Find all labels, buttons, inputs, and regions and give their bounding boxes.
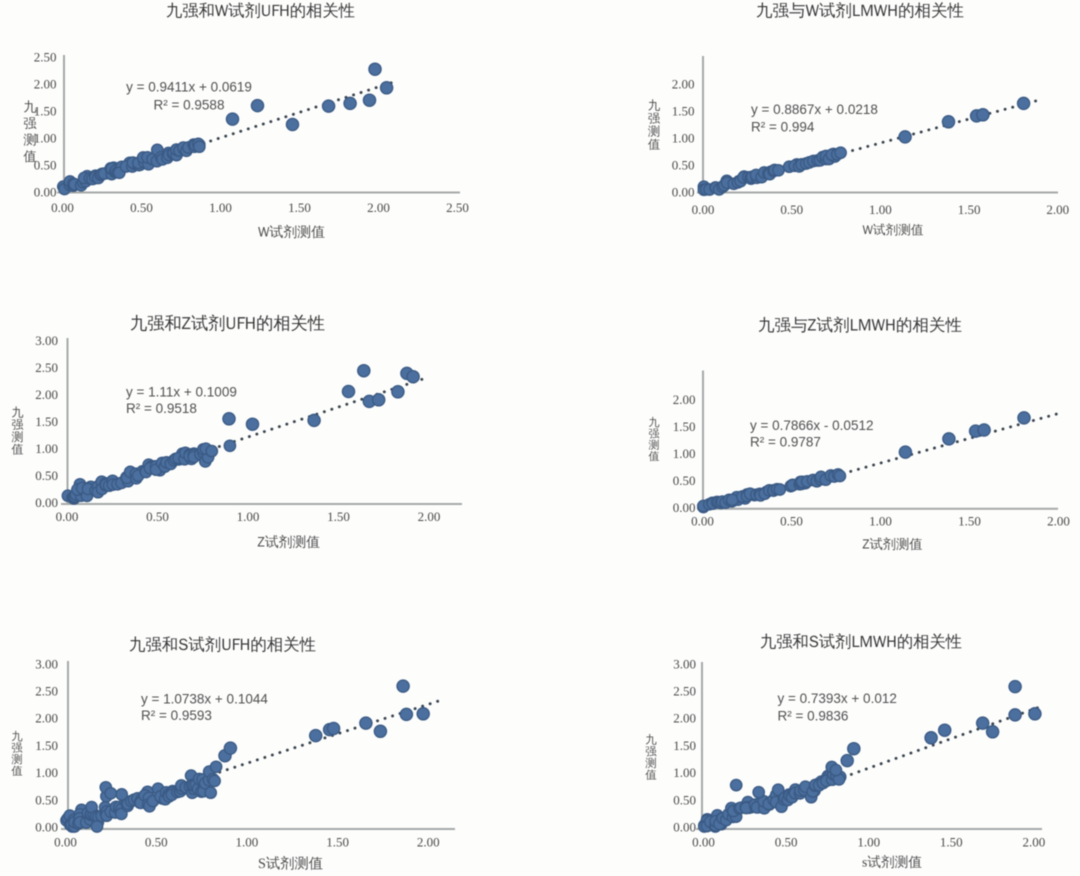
- svg-text:1.50: 1.50: [34, 104, 57, 119]
- svg-text:0.00: 0.00: [672, 185, 695, 200]
- svg-text:3.00: 3.00: [35, 333, 58, 348]
- svg-text:2.00: 2.00: [1023, 835, 1046, 850]
- svg-text:0.50: 0.50: [130, 200, 153, 215]
- svg-text:1.50: 1.50: [35, 414, 58, 429]
- svg-text:1.00: 1.00: [673, 446, 696, 461]
- svg-text:y = 1.11x + 0.1009: y = 1.11x + 0.1009: [126, 385, 237, 400]
- svg-text:0.00: 0.00: [692, 835, 715, 850]
- svg-text:1.50: 1.50: [958, 202, 981, 217]
- svg-text:2.50: 2.50: [35, 360, 58, 375]
- svg-text:0.00: 0.00: [673, 820, 696, 835]
- svg-text:0.00: 0.00: [35, 495, 58, 510]
- svg-text:1.00: 1.00: [209, 200, 232, 215]
- svg-text:1.00: 1.00: [35, 441, 58, 456]
- svg-text:1.00: 1.00: [673, 765, 696, 780]
- svg-text:y = 0.9411x + 0.0619: y = 0.9411x + 0.0619: [126, 80, 252, 95]
- svg-text:2.50: 2.50: [673, 684, 696, 699]
- svg-text:0.00: 0.00: [691, 514, 714, 529]
- svg-text:1.50: 1.50: [288, 200, 311, 215]
- svg-text:0.50: 0.50: [35, 792, 58, 807]
- svg-text:1.50: 1.50: [327, 509, 350, 524]
- svg-text:1.00: 1.00: [869, 202, 892, 217]
- svg-text:2.00: 2.00: [367, 200, 390, 215]
- svg-text:2.00: 2.00: [1046, 202, 1069, 217]
- svg-text:R² = 0.9836: R² = 0.9836: [778, 709, 849, 724]
- svg-text:2.00: 2.00: [35, 387, 58, 402]
- svg-text:2.00: 2.00: [417, 835, 440, 850]
- svg-text:0.00: 0.00: [35, 820, 58, 835]
- svg-text:0.50: 0.50: [146, 509, 169, 524]
- svg-text:1.00: 1.00: [869, 514, 892, 529]
- svg-text:2.50: 2.50: [35, 684, 58, 699]
- svg-text:1.50: 1.50: [326, 835, 349, 850]
- svg-text:2.00: 2.00: [35, 711, 58, 726]
- svg-text:0.50: 0.50: [672, 158, 695, 173]
- svg-text:2.50: 2.50: [34, 50, 57, 65]
- svg-text:0.50: 0.50: [673, 473, 696, 488]
- svg-text:3.00: 3.00: [673, 656, 696, 671]
- svg-text:1.50: 1.50: [958, 514, 981, 529]
- svg-text:1.50: 1.50: [672, 104, 695, 119]
- svg-text:1.00: 1.00: [236, 835, 259, 850]
- svg-text:0.00: 0.00: [673, 500, 696, 515]
- svg-text:2.00: 2.00: [418, 509, 441, 524]
- svg-text:R² = 0.9787: R² = 0.9787: [750, 435, 821, 450]
- svg-text:2.00: 2.00: [673, 392, 696, 407]
- svg-text:0.00: 0.00: [34, 185, 57, 200]
- svg-text:0.50: 0.50: [780, 202, 803, 217]
- svg-text:R² = 0.994: R² = 0.994: [751, 120, 815, 135]
- svg-text:0.50: 0.50: [673, 792, 696, 807]
- svg-text:2.00: 2.00: [672, 77, 695, 92]
- svg-text:2.00: 2.00: [1047, 514, 1070, 529]
- svg-text:0.50: 0.50: [35, 468, 58, 483]
- svg-text:3.00: 3.00: [35, 656, 58, 671]
- svg-text:1.00: 1.00: [857, 835, 880, 850]
- svg-text:0.50: 0.50: [775, 835, 798, 850]
- svg-text:0.00: 0.00: [56, 509, 79, 524]
- svg-text:R² = 0.9588: R² = 0.9588: [154, 98, 225, 113]
- svg-text:1.50: 1.50: [673, 738, 696, 753]
- svg-text:1.00: 1.00: [34, 131, 57, 146]
- svg-text:2.50: 2.50: [446, 200, 469, 215]
- svg-text:1.50: 1.50: [673, 419, 696, 434]
- svg-text:1.50: 1.50: [35, 738, 58, 753]
- svg-text:0.00: 0.00: [54, 835, 77, 850]
- svg-text:2.00: 2.00: [673, 711, 696, 726]
- svg-text:y = 0.8867x + 0.0218: y = 0.8867x + 0.0218: [751, 102, 878, 117]
- svg-text:R² = 0.9518: R² = 0.9518: [126, 401, 197, 416]
- svg-text:R² = 0.9593: R² = 0.9593: [141, 708, 212, 723]
- svg-text:0.00: 0.00: [692, 202, 715, 217]
- svg-text:1.50: 1.50: [940, 835, 963, 850]
- svg-text:0.50: 0.50: [145, 835, 168, 850]
- svg-text:0.50: 0.50: [780, 514, 803, 529]
- svg-text:1.00: 1.00: [237, 509, 260, 524]
- svg-text:2.00: 2.00: [34, 77, 57, 92]
- svg-text:y = 0.7393x + 0.012: y = 0.7393x + 0.012: [778, 691, 897, 706]
- svg-text:1.00: 1.00: [672, 131, 695, 146]
- svg-text:1.00: 1.00: [35, 765, 58, 780]
- svg-text:0.00: 0.00: [51, 200, 74, 215]
- svg-text:y = 1.0738x + 0.1044: y = 1.0738x + 0.1044: [141, 692, 268, 707]
- svg-text:0.50: 0.50: [34, 158, 57, 173]
- svg-text:y = 0.7866x - 0.0512: y = 0.7866x - 0.0512: [750, 418, 873, 433]
